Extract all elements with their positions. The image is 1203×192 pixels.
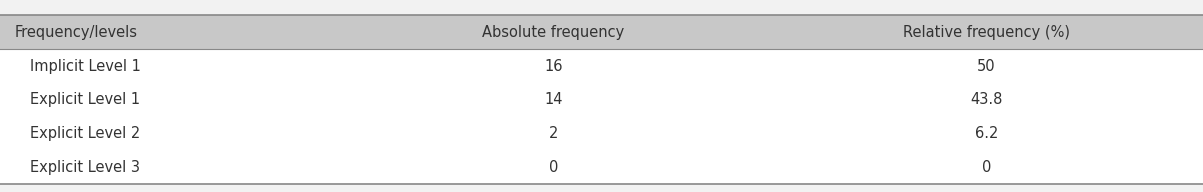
Text: 2: 2 bbox=[549, 126, 558, 141]
Text: 43.8: 43.8 bbox=[971, 92, 1002, 107]
Text: Absolute frequency: Absolute frequency bbox=[482, 25, 624, 40]
Bar bbox=[0, 117, 1203, 151]
Text: 0: 0 bbox=[982, 160, 991, 175]
Text: 0: 0 bbox=[549, 160, 558, 175]
Text: Relative frequency (%): Relative frequency (%) bbox=[903, 25, 1069, 40]
Text: 16: 16 bbox=[544, 59, 563, 74]
Text: Explicit Level 3: Explicit Level 3 bbox=[30, 160, 140, 175]
Text: Implicit Level 1: Implicit Level 1 bbox=[30, 59, 141, 74]
Text: Explicit Level 1: Explicit Level 1 bbox=[30, 92, 141, 107]
Text: 6.2: 6.2 bbox=[974, 126, 998, 141]
Bar bbox=[0, 15, 1203, 49]
Text: 14: 14 bbox=[544, 92, 563, 107]
Bar bbox=[0, 151, 1203, 184]
Text: Frequency/levels: Frequency/levels bbox=[14, 25, 137, 40]
Bar bbox=[0, 83, 1203, 117]
Text: 50: 50 bbox=[977, 59, 996, 74]
Bar bbox=[0, 49, 1203, 83]
Text: Explicit Level 2: Explicit Level 2 bbox=[30, 126, 141, 141]
